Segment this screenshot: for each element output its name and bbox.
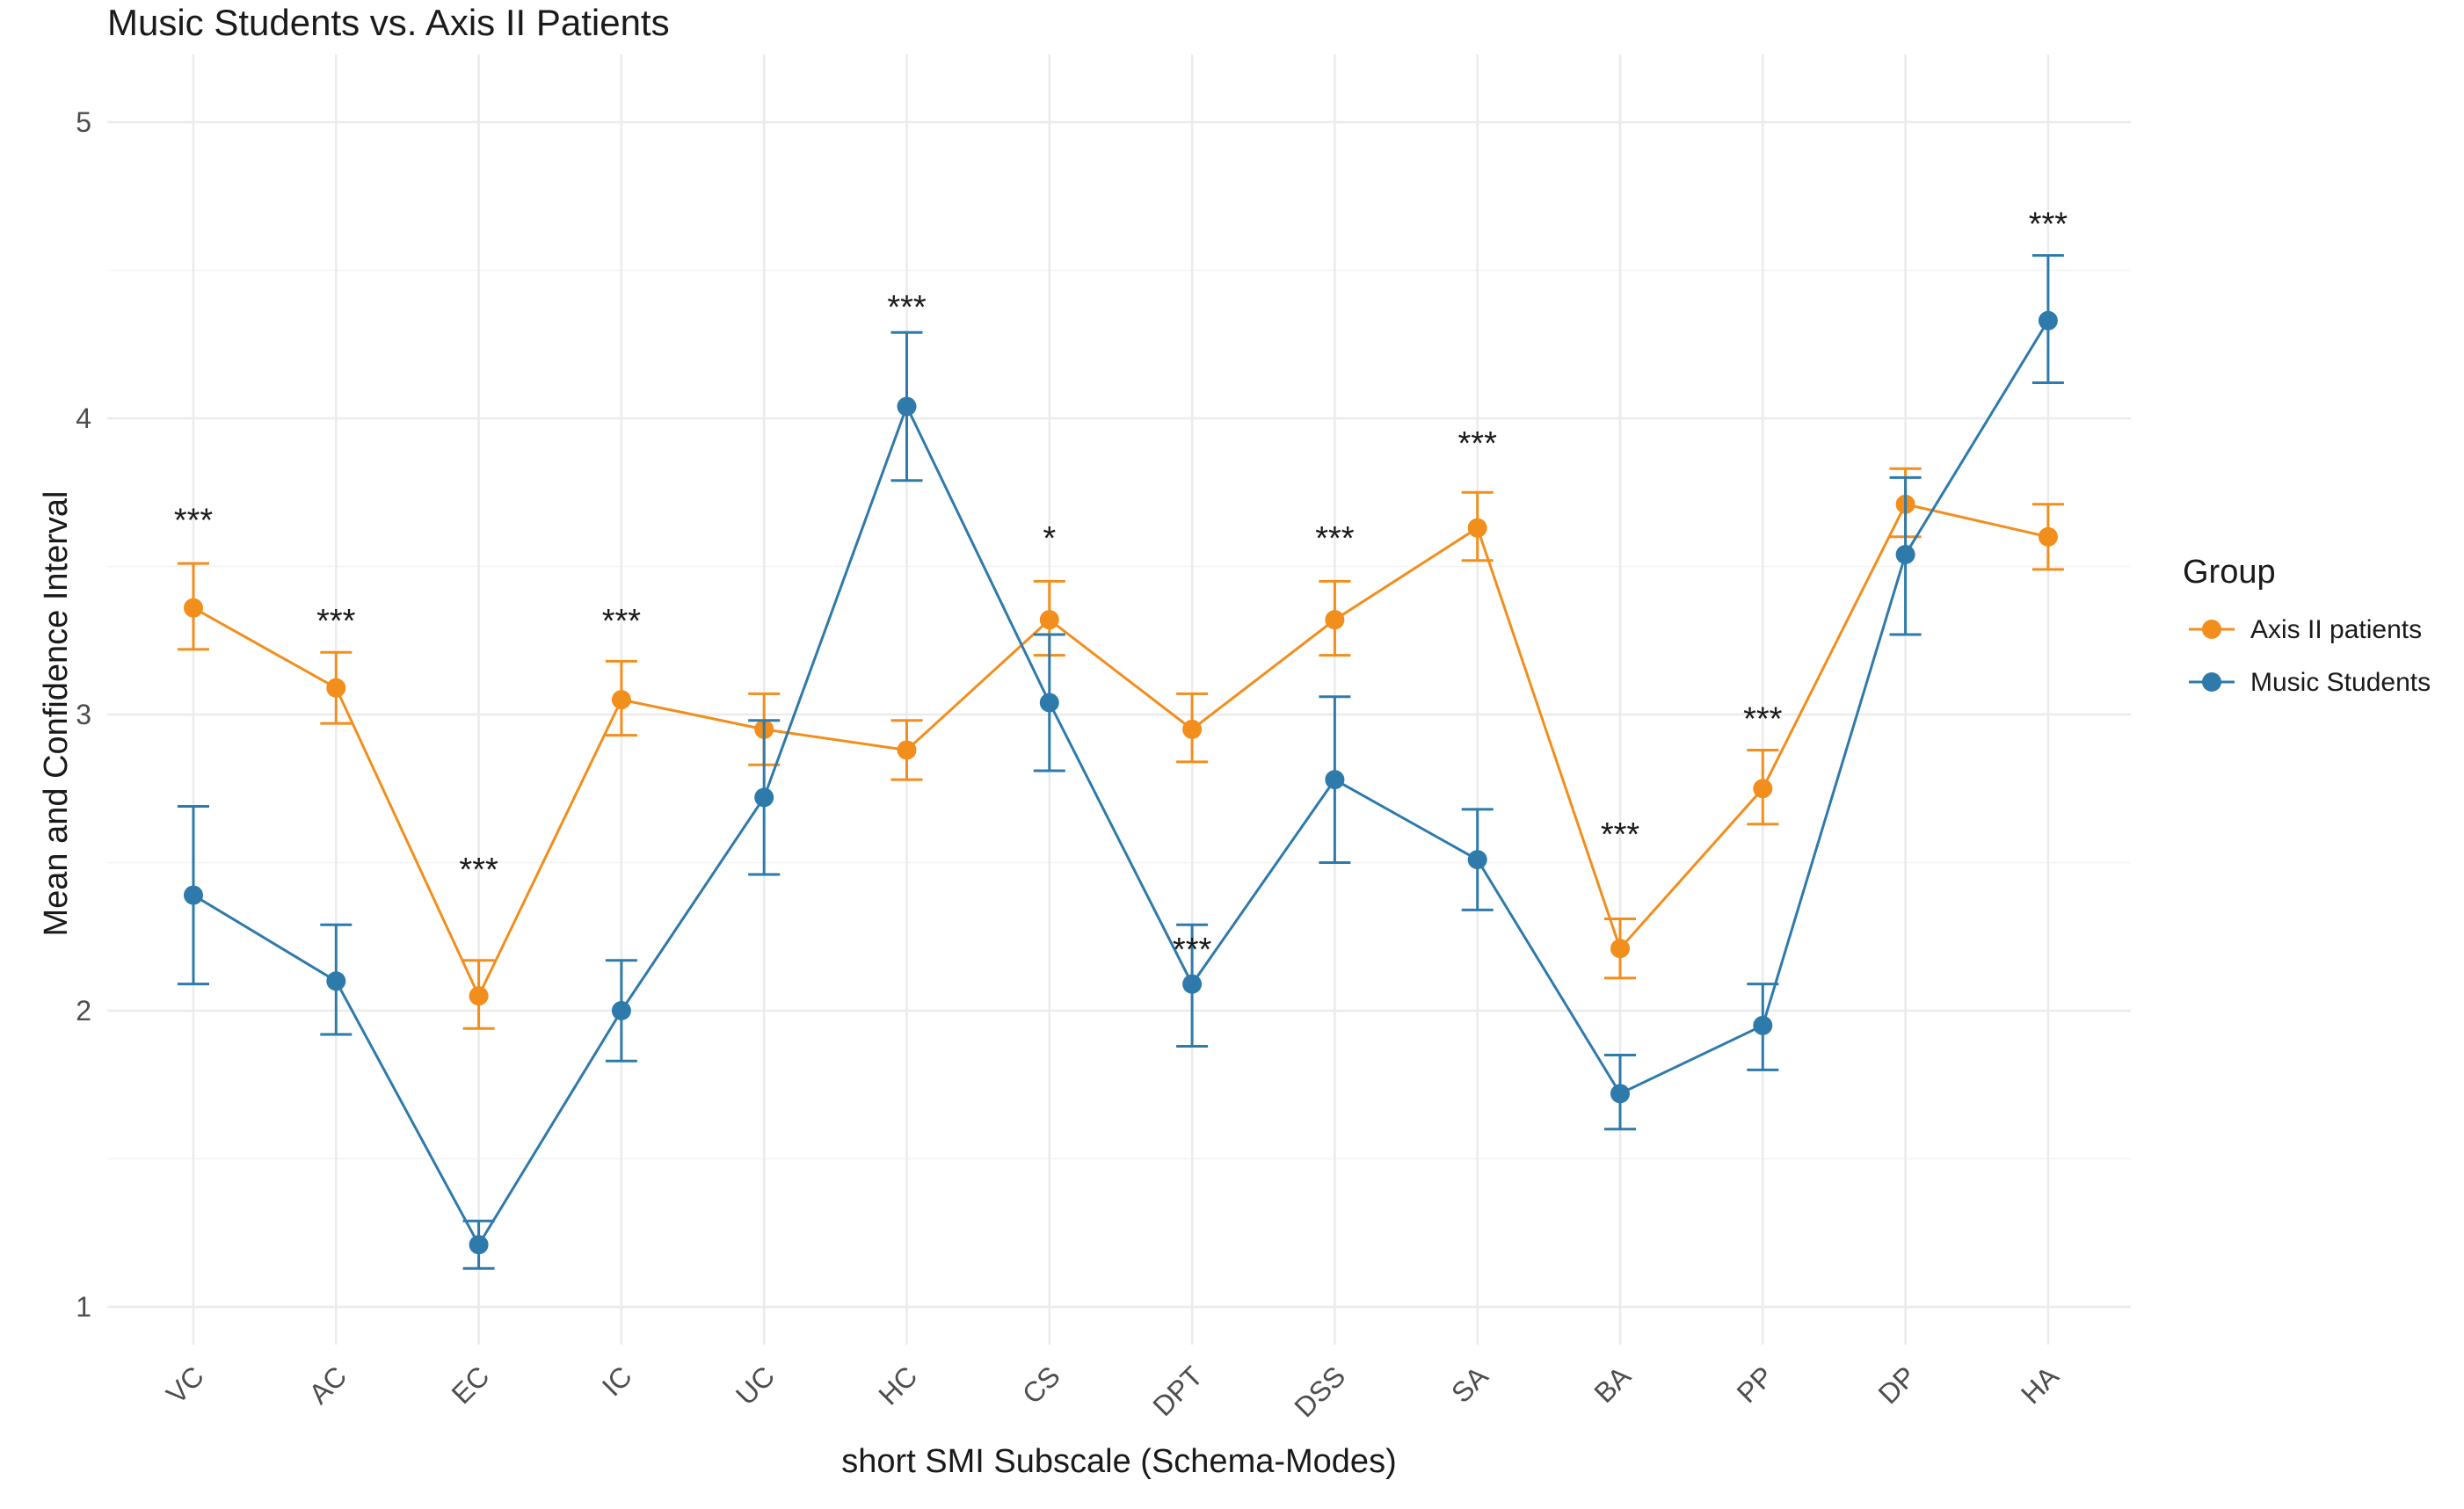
legend-item: Axis II patients — [2189, 615, 2422, 644]
data-point — [1182, 974, 1203, 994]
data-point — [1610, 1084, 1630, 1104]
x-tick-label: HA — [2015, 1360, 2065, 1410]
legend-label: Music Students — [2250, 668, 2431, 697]
data-point — [897, 396, 917, 417]
x-tick-label: DPT — [1146, 1360, 1209, 1422]
data-point — [469, 986, 489, 1006]
y-tick-label: 2 — [76, 995, 91, 1027]
significance-label: *** — [1315, 520, 1355, 557]
chart-title: Music Students vs. Axis II Patients — [107, 2, 670, 43]
y-tick-label: 3 — [76, 699, 91, 730]
data-point — [611, 1001, 631, 1020]
data-point — [1753, 779, 1773, 799]
legend: Group Axis II patients Music Students — [2183, 554, 2431, 697]
data-point — [1039, 693, 1059, 713]
data-point — [1039, 610, 1059, 630]
data-point — [1182, 719, 1203, 739]
y-tick-label: 5 — [76, 106, 91, 138]
significance-label: *** — [316, 603, 356, 640]
significance-label: *** — [2029, 207, 2068, 243]
x-tick-label: BA — [1588, 1360, 1637, 1409]
x-tick-label: DSS — [1288, 1360, 1351, 1423]
data-point — [611, 690, 631, 710]
series-layer — [178, 254, 2064, 1270]
x-axis-title: short SMI Subscale (Schema-Modes) — [841, 1443, 1396, 1480]
data-point — [1467, 850, 1487, 870]
data-point — [897, 740, 917, 760]
x-tick-label: IC — [596, 1360, 638, 1402]
data-point — [1895, 545, 1915, 565]
significance-label: *** — [1601, 816, 1640, 853]
y-tick-label: 1 — [76, 1291, 91, 1323]
significance-label: *** — [602, 603, 642, 640]
data-point — [1325, 770, 1345, 790]
data-point — [2038, 526, 2058, 547]
data-point — [469, 1235, 489, 1255]
data-point — [326, 678, 346, 698]
significance-label: *** — [887, 289, 927, 326]
y-axis-title: Mean and Confidence Interval — [38, 491, 75, 937]
data-point — [1467, 518, 1487, 538]
y-axis-ticks: 1 2 3 4 5 — [76, 106, 91, 1323]
significance-label: *** — [1173, 932, 1212, 969]
legend-marker — [2202, 672, 2221, 692]
data-point — [326, 971, 346, 991]
gridlines — [107, 54, 2131, 1345]
significance-label: *** — [1458, 425, 1498, 462]
series-line — [193, 320, 2050, 1248]
significance-label: *** — [1743, 700, 1783, 737]
significance-labels: ********************************** — [174, 207, 2068, 969]
legend-label: Axis II patients — [2250, 615, 2422, 644]
x-tick-label: PP — [1731, 1360, 1780, 1409]
series-music-students — [178, 254, 2064, 1270]
significance-label: * — [1043, 520, 1056, 557]
significance-label: *** — [174, 503, 214, 540]
series-line — [193, 503, 2049, 999]
x-tick-label: SA — [1445, 1360, 1494, 1409]
x-tick-label: DP — [1872, 1360, 1923, 1410]
x-tick-label: HC — [872, 1360, 923, 1411]
legend-marker — [2202, 620, 2221, 639]
x-tick-label: UC — [730, 1360, 781, 1411]
x-tick-label: CS — [1016, 1360, 1066, 1410]
x-tick-label: EC — [446, 1360, 496, 1410]
data-point — [1610, 939, 1630, 959]
x-tick-label: VC — [160, 1360, 210, 1410]
significance-label: *** — [459, 852, 498, 889]
data-point — [1753, 1015, 1773, 1035]
data-point — [184, 598, 203, 618]
data-point — [1325, 610, 1345, 630]
y-tick-label: 4 — [76, 403, 91, 434]
x-axis-ticks: VC AC EC IC UC HC CS DPT DSS SA BA PP DP HA — [160, 1360, 2065, 1423]
legend-item: Music Students — [2189, 668, 2431, 697]
data-point — [754, 787, 774, 808]
x-tick-label: AC — [302, 1360, 353, 1410]
data-point — [184, 885, 203, 905]
legend-title: Group — [2183, 554, 2276, 591]
data-point — [2038, 310, 2058, 330]
series-axis-ii-patients — [178, 467, 2064, 1030]
